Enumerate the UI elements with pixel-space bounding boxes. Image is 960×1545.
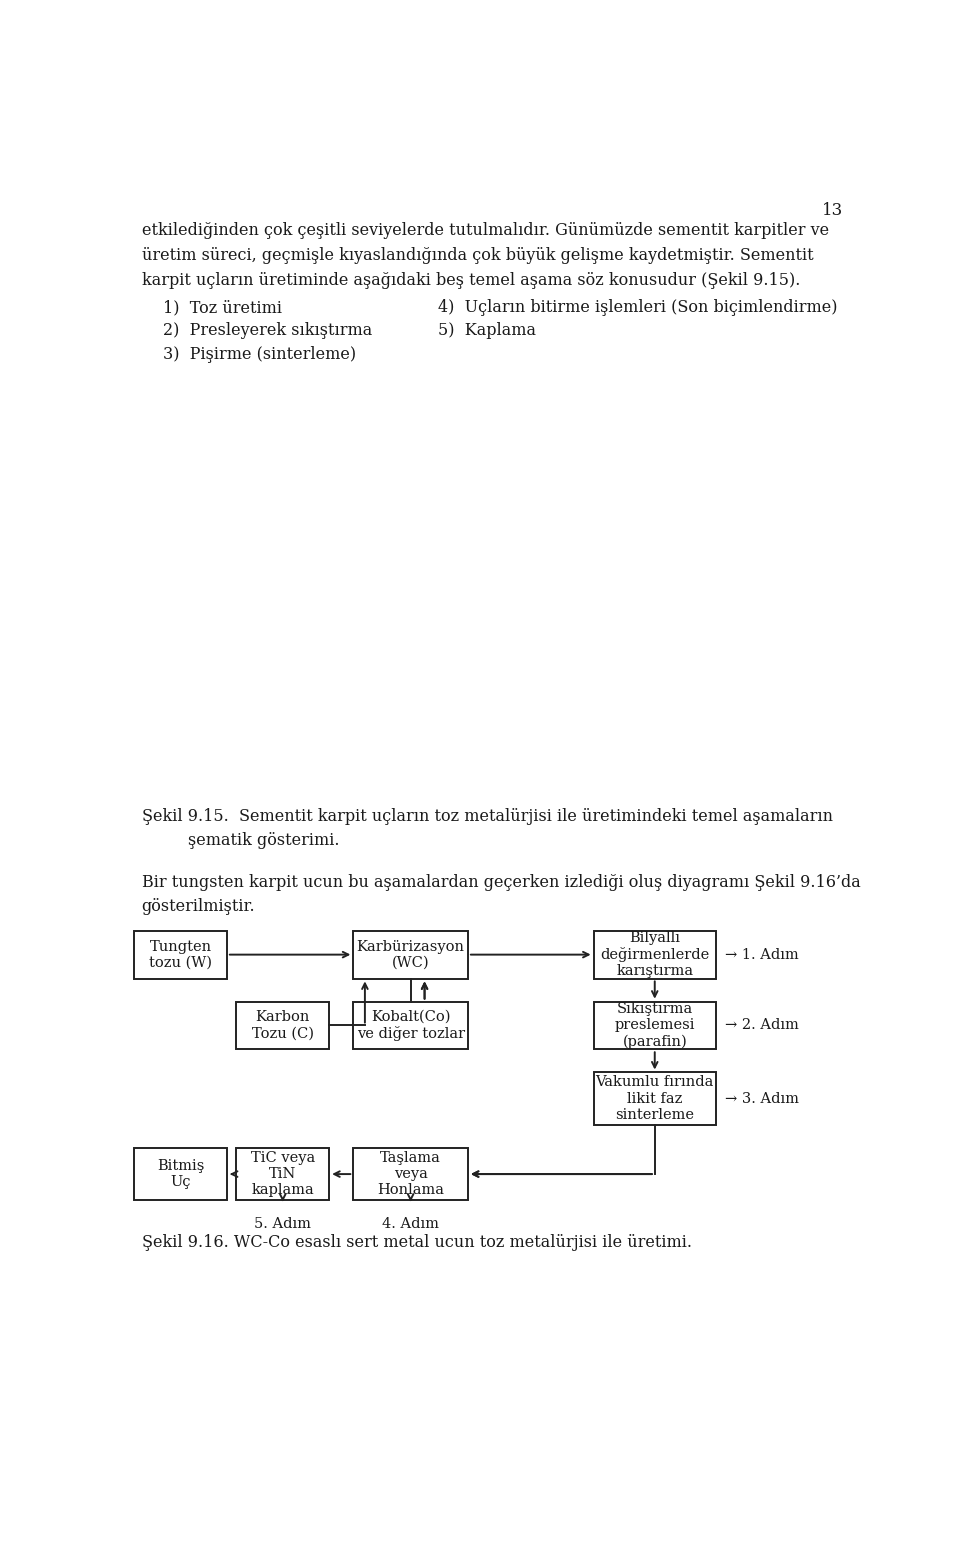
Text: gösterilmiştir.: gösterilmiştir. [142, 899, 255, 916]
Bar [120, 363, 864, 794]
Text: → 2. Adım: → 2. Adım [725, 1018, 799, 1032]
Bar [134, 930, 227, 978]
Text: 5)  Kaplama: 5) Kaplama [438, 323, 536, 340]
Text: şematik gösterimi.: şematik gösterimi. [188, 833, 340, 850]
Text: üretim süreci, geçmişle kıyaslandığında çok büyük gelişme kaydetmiştir. Sementit: üretim süreci, geçmişle kıyaslandığında … [142, 247, 813, 264]
Text: → 1. Adım: → 1. Adım [725, 947, 799, 961]
Text: Bitmiş
Uç: Bitmiş Uç [156, 1159, 204, 1190]
Text: 5. Adım: 5. Adım [254, 1217, 311, 1231]
Text: Kobalt(Co)
ve diğer tozlar: Kobalt(Co) ve diğer tozlar [356, 1010, 465, 1041]
Text: Sıkıştırma
preslemesi
(parafin): Sıkıştırma preslemesi (parafin) [614, 1003, 695, 1049]
Text: TiC veya
TiN
kaplama: TiC veya TiN kaplama [251, 1151, 315, 1197]
Text: → 3. Adım: → 3. Adım [725, 1092, 800, 1106]
Text: 4. Adım: 4. Adım [382, 1217, 439, 1231]
Bar [353, 1148, 468, 1200]
Text: 4)  Uçların bitirme işlemleri (Son biçimlendirme): 4) Uçların bitirme işlemleri (Son biçiml… [438, 300, 837, 317]
Bar [134, 1148, 227, 1200]
Text: Karbon
Tozu (C): Karbon Tozu (C) [252, 1010, 314, 1041]
Bar [236, 1148, 329, 1200]
Text: 1)  Toz üretimi: 1) Toz üretimi [162, 300, 281, 317]
Text: 2)  Presleyerek sıkıştırma: 2) Presleyerek sıkıştırma [162, 323, 372, 340]
Bar [353, 1001, 468, 1049]
Text: karpit uçların üretiminde aşağıdaki beş temel aşama söz konusudur (Şekil 9.15).: karpit uçların üretiminde aşağıdaki beş … [142, 272, 800, 289]
Bar [236, 1001, 329, 1049]
Text: Taşlama
veya
Honlama: Taşlama veya Honlama [377, 1151, 444, 1197]
Text: Tungten
tozu (W): Tungten tozu (W) [149, 939, 212, 970]
Bar [593, 1072, 716, 1125]
Text: Karbürizasyon
(WC): Karbürizasyon (WC) [356, 939, 465, 970]
Text: Şekil 9.15.  Sementit karpit uçların toz metalürjisi ile üretimindeki temel aşam: Şekil 9.15. Sementit karpit uçların toz … [142, 808, 832, 825]
Text: Bir tungsten karpit ucun bu aşamalardan geçerken izlediği oluş diyagramı Şekil 9: Bir tungsten karpit ucun bu aşamalardan … [142, 874, 860, 891]
Text: Şekil 9.16. WC-Co esaslı sert metal ucun toz metalürjisi ile üretimi.: Şekil 9.16. WC-Co esaslı sert metal ucun… [142, 1234, 692, 1251]
Text: 13: 13 [823, 202, 844, 219]
Bar [353, 930, 468, 978]
Text: Vakumlu fırında
likit faz
sinterleme: Vakumlu fırında likit faz sinterleme [595, 1075, 714, 1122]
Bar [593, 930, 716, 978]
Text: Bilyallı
değirmenlerde
karıştırma: Bilyallı değirmenlerde karıştırma [600, 930, 709, 978]
Text: 3)  Pişirme (sinterleme): 3) Pişirme (sinterleme) [162, 346, 356, 363]
Text: etkilediğinden çok çeşitli seviyelerde tutulmalıdır. Günümüzde sementit karpitle: etkilediğinden çok çeşitli seviyelerde t… [142, 222, 828, 239]
Bar [593, 1001, 716, 1049]
